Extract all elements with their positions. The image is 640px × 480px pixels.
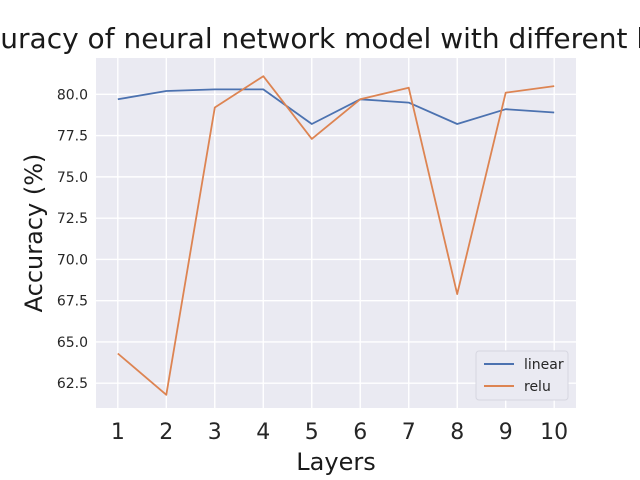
x-tick-labels: 1 2 3 4 5 6 7 8 9 10 [111, 420, 568, 445]
x-tick-label: 3 [208, 420, 222, 445]
x-tick-label: 7 [402, 420, 416, 445]
y-tick-label: 75.0 [57, 170, 88, 186]
y-tick-label: 67.5 [57, 294, 88, 310]
series-lines [117, 75, 555, 396]
legend: linear relu [475, 350, 569, 401]
x-tick-label: 2 [159, 420, 173, 445]
plot-area [96, 58, 576, 408]
series-line-linear [117, 88, 555, 125]
y-axis-label: Accuracy (%) [20, 154, 48, 313]
x-tick-label: 9 [499, 420, 513, 445]
y-tick-label: 62.5 [57, 376, 88, 392]
y-tick-label: 72.5 [57, 211, 88, 227]
x-tick-label: 4 [256, 420, 270, 445]
grid [96, 58, 576, 408]
x-tick-label: 6 [353, 420, 367, 445]
y-tick-label: 80.0 [57, 87, 88, 103]
x-tick-label: 1 [111, 420, 125, 445]
x-axis-label: Layers [296, 448, 375, 476]
series-line-relu [117, 75, 555, 396]
legend-label-relu: relu [524, 379, 551, 395]
x-tick-label: 10 [540, 420, 568, 445]
legend-label-linear: linear [524, 357, 564, 373]
chart-title: Accuracy of neural network model with di… [0, 22, 640, 55]
y-tick-label: 70.0 [57, 252, 88, 268]
y-tick-labels: 62.5 65.0 67.5 70.0 72.5 75.0 77.5 80.0 [57, 87, 88, 392]
x-tick-label: 5 [305, 420, 319, 445]
x-tick-label: 8 [450, 420, 464, 445]
y-tick-label: 65.0 [57, 335, 88, 351]
y-tick-label: 77.5 [57, 129, 88, 145]
